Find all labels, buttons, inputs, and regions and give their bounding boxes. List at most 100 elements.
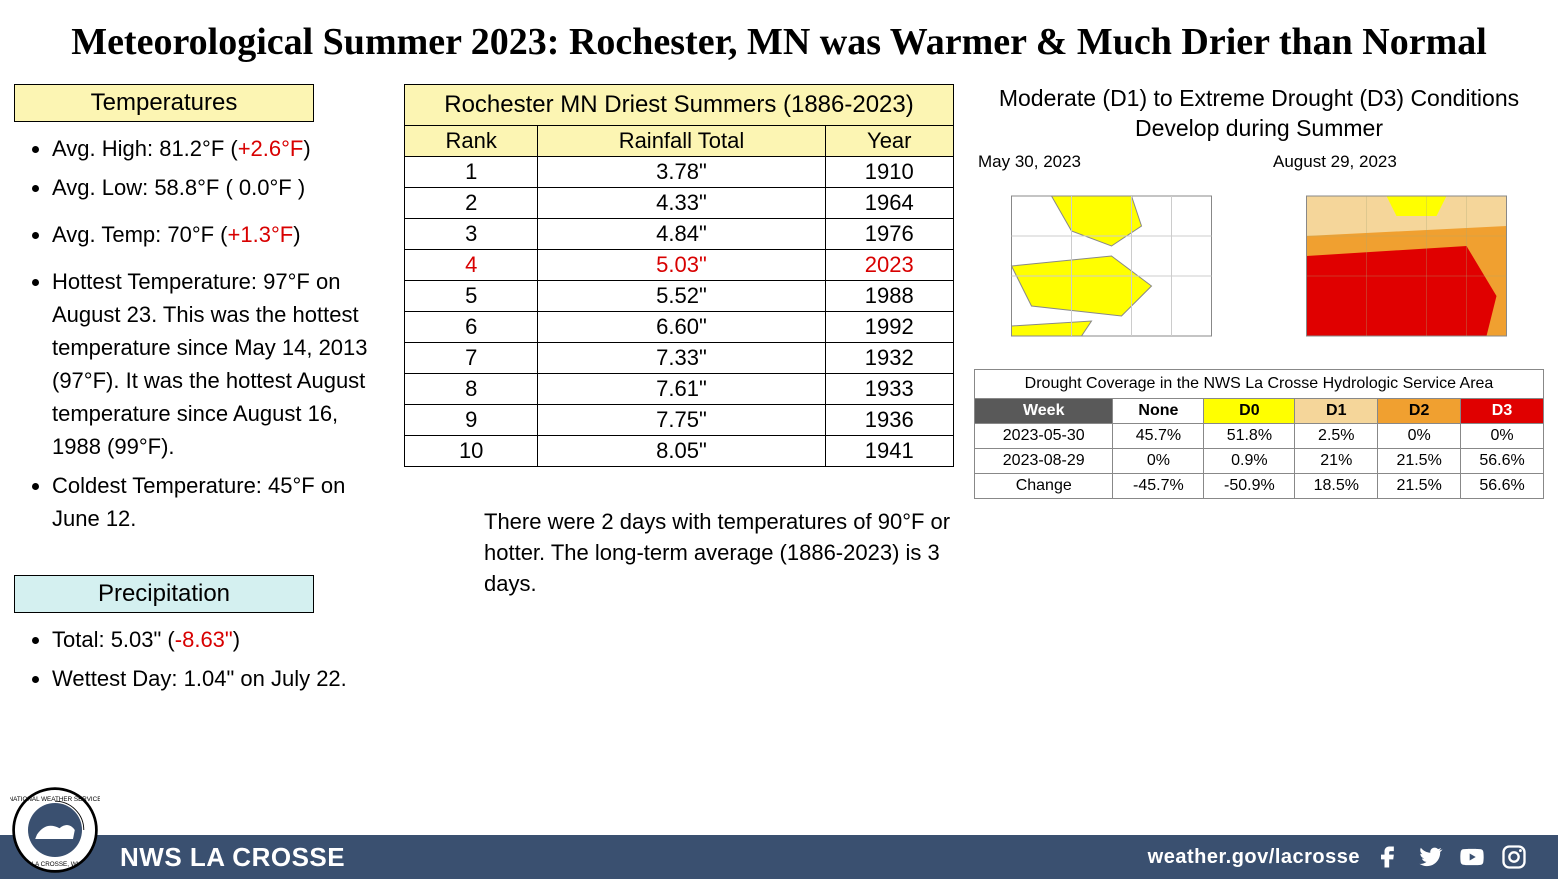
driest-table: Rochester MN Driest Summers (1886-2023) … (404, 84, 954, 467)
driest-cell: 1910 (825, 157, 953, 188)
driest-cell: 4.33" (538, 188, 825, 219)
temperatures-header: Temperatures (14, 84, 314, 122)
coverage-cell: 0% (1461, 423, 1544, 448)
driest-cell: 1933 (825, 374, 953, 405)
coverage-col: Week (975, 398, 1113, 423)
coverage-row: 2023-08-290%0.9%21%21.5%56.6% (975, 448, 1544, 473)
map-aug-label: August 29, 2023 (1269, 152, 1544, 172)
driest-row: 45.03"2023 (405, 250, 954, 281)
coverage-cell: 0.9% (1204, 448, 1295, 473)
driest-cell: 6 (405, 312, 538, 343)
driest-cell: 10 (405, 436, 538, 467)
footer-right: weather.gov/lacrosse (1148, 843, 1558, 871)
avg-temp: Avg. Temp: 70°F (+1.3°F) (52, 218, 384, 251)
nws-logo-icon: NATIONAL WEATHER SERVICE LA CROSSE, WI (10, 785, 100, 875)
twitter-icon[interactable] (1416, 843, 1444, 871)
driest-cell: 7.61" (538, 374, 825, 405)
coverage-col: D1 (1295, 398, 1378, 423)
hottest-temp: Hottest Temperature: 97°F on August 23. … (52, 265, 384, 463)
driest-row: 87.61"1933 (405, 374, 954, 405)
coverage-col: D2 (1378, 398, 1461, 423)
driest-cell: 3.78" (538, 157, 825, 188)
svg-text:NATIONAL WEATHER SERVICE: NATIONAL WEATHER SERVICE (10, 796, 100, 803)
coverage-cell: 2.5% (1295, 423, 1378, 448)
driest-cell: 1936 (825, 405, 953, 436)
footer-url[interactable]: weather.gov/lacrosse (1148, 846, 1360, 869)
avg-temp-label: Avg. Temp: 70°F ( (52, 222, 228, 247)
avg-temp-close: ) (293, 222, 300, 247)
drought-title: Moderate (D1) to Extreme Drought (D3) Co… (974, 84, 1544, 144)
precip-wettest: Wettest Day: 1.04" on July 22. (52, 662, 384, 695)
driest-cell: 4 (405, 250, 538, 281)
left-column: Temperatures Avg. High: 81.2°F (+2.6°F) … (14, 84, 384, 701)
driest-cell: 2 (405, 188, 538, 219)
coverage-col: D3 (1461, 398, 1544, 423)
precip-header: Precipitation (14, 575, 314, 613)
coverage-row: 2023-05-3045.7%51.8%2.5%0%0% (975, 423, 1544, 448)
right-column: Moderate (D1) to Extreme Drought (D3) Co… (974, 84, 1544, 701)
coverage-cell: Change (975, 473, 1113, 498)
driest-cell: 7 (405, 343, 538, 374)
coverage-cell: -45.7% (1113, 473, 1204, 498)
driest-cell: 1992 (825, 312, 953, 343)
middleong-column: Rochester MN Driest Summers (1886-2023) … (404, 84, 954, 701)
precip-total: Total: 5.03" (-8.63") (52, 623, 384, 656)
driest-col: Rank (405, 126, 538, 157)
driest-cell: 1941 (825, 436, 953, 467)
coverage-cell: 51.8% (1204, 423, 1295, 448)
precip-total-close: ) (233, 627, 240, 652)
avg-high-anom: +2.6°F (238, 136, 304, 161)
map-may-label: May 30, 2023 (974, 152, 1249, 172)
facebook-icon[interactable] (1374, 843, 1402, 871)
map-aug-svg (1269, 176, 1544, 356)
driest-cell: 1 (405, 157, 538, 188)
driest-col: Year (825, 126, 953, 157)
avg-high-label: Avg. High: 81.2°F ( (52, 136, 238, 161)
avg-temp-anom: +1.3°F (228, 222, 294, 247)
precip-bullets: Total: 5.03" (-8.63") Wettest Day: 1.04"… (14, 623, 384, 695)
coverage-cell: 2023-08-29 (975, 448, 1113, 473)
map-may-svg (974, 176, 1249, 356)
avg-low: Avg. Low: 58.8°F ( 0.0°F ) (52, 171, 384, 204)
driest-cell: 5 (405, 281, 538, 312)
map-may: May 30, 2023 (974, 152, 1249, 361)
coverage-cell: 45.7% (1113, 423, 1204, 448)
driest-cell: 1976 (825, 219, 953, 250)
driest-cell: 3 (405, 219, 538, 250)
driest-cell: 5.52" (538, 281, 825, 312)
driest-cell: 5.03" (538, 250, 825, 281)
coverage-title: Drought Coverage in the NWS La Crosse Hy… (975, 369, 1544, 398)
coverage-cell: 18.5% (1295, 473, 1378, 498)
driest-row: 97.75"1936 (405, 405, 954, 436)
footer: NATIONAL WEATHER SERVICE LA CROSSE, WI N… (0, 819, 1558, 879)
coverage-cell: 2023-05-30 (975, 423, 1113, 448)
map-aug: August 29, 2023 (1269, 152, 1544, 361)
coverage-cell: -50.9% (1204, 473, 1295, 498)
driest-row: 66.60"1992 (405, 312, 954, 343)
driest-cell: 2023 (825, 250, 953, 281)
driest-cell: 8.05" (538, 436, 825, 467)
youtube-icon[interactable] (1458, 843, 1486, 871)
coverage-cell: 21% (1295, 448, 1378, 473)
coverage-cell: 0% (1378, 423, 1461, 448)
coverage-col: D0 (1204, 398, 1295, 423)
driest-col: Rainfall Total (538, 126, 825, 157)
driest-row: 34.84"1976 (405, 219, 954, 250)
page-title: Meteorological Summer 2023: Rochester, M… (0, 0, 1558, 74)
coverage-table: Drought Coverage in the NWS La Crosse Hy… (974, 369, 1544, 499)
temperature-bullets: Avg. High: 81.2°F (+2.6°F) Avg. Low: 58.… (14, 132, 384, 535)
instagram-icon[interactable] (1500, 843, 1528, 871)
avg-high-close: ) (303, 136, 310, 161)
driest-row: 108.05"1941 (405, 436, 954, 467)
coverage-cell: 21.5% (1378, 448, 1461, 473)
driest-cell: 1988 (825, 281, 953, 312)
coverage-col: None (1113, 398, 1204, 423)
driest-row: 24.33"1964 (405, 188, 954, 219)
driest-cell: 8 (405, 374, 538, 405)
footer-org: NWS LA CROSSE (120, 842, 345, 873)
driest-row: 55.52"1988 (405, 281, 954, 312)
driest-cell: 9 (405, 405, 538, 436)
precip-total-label: Total: 5.03" ( (52, 627, 175, 652)
driest-cell: 4.84" (538, 219, 825, 250)
coverage-row: Change-45.7%-50.9%18.5%21.5%56.6% (975, 473, 1544, 498)
